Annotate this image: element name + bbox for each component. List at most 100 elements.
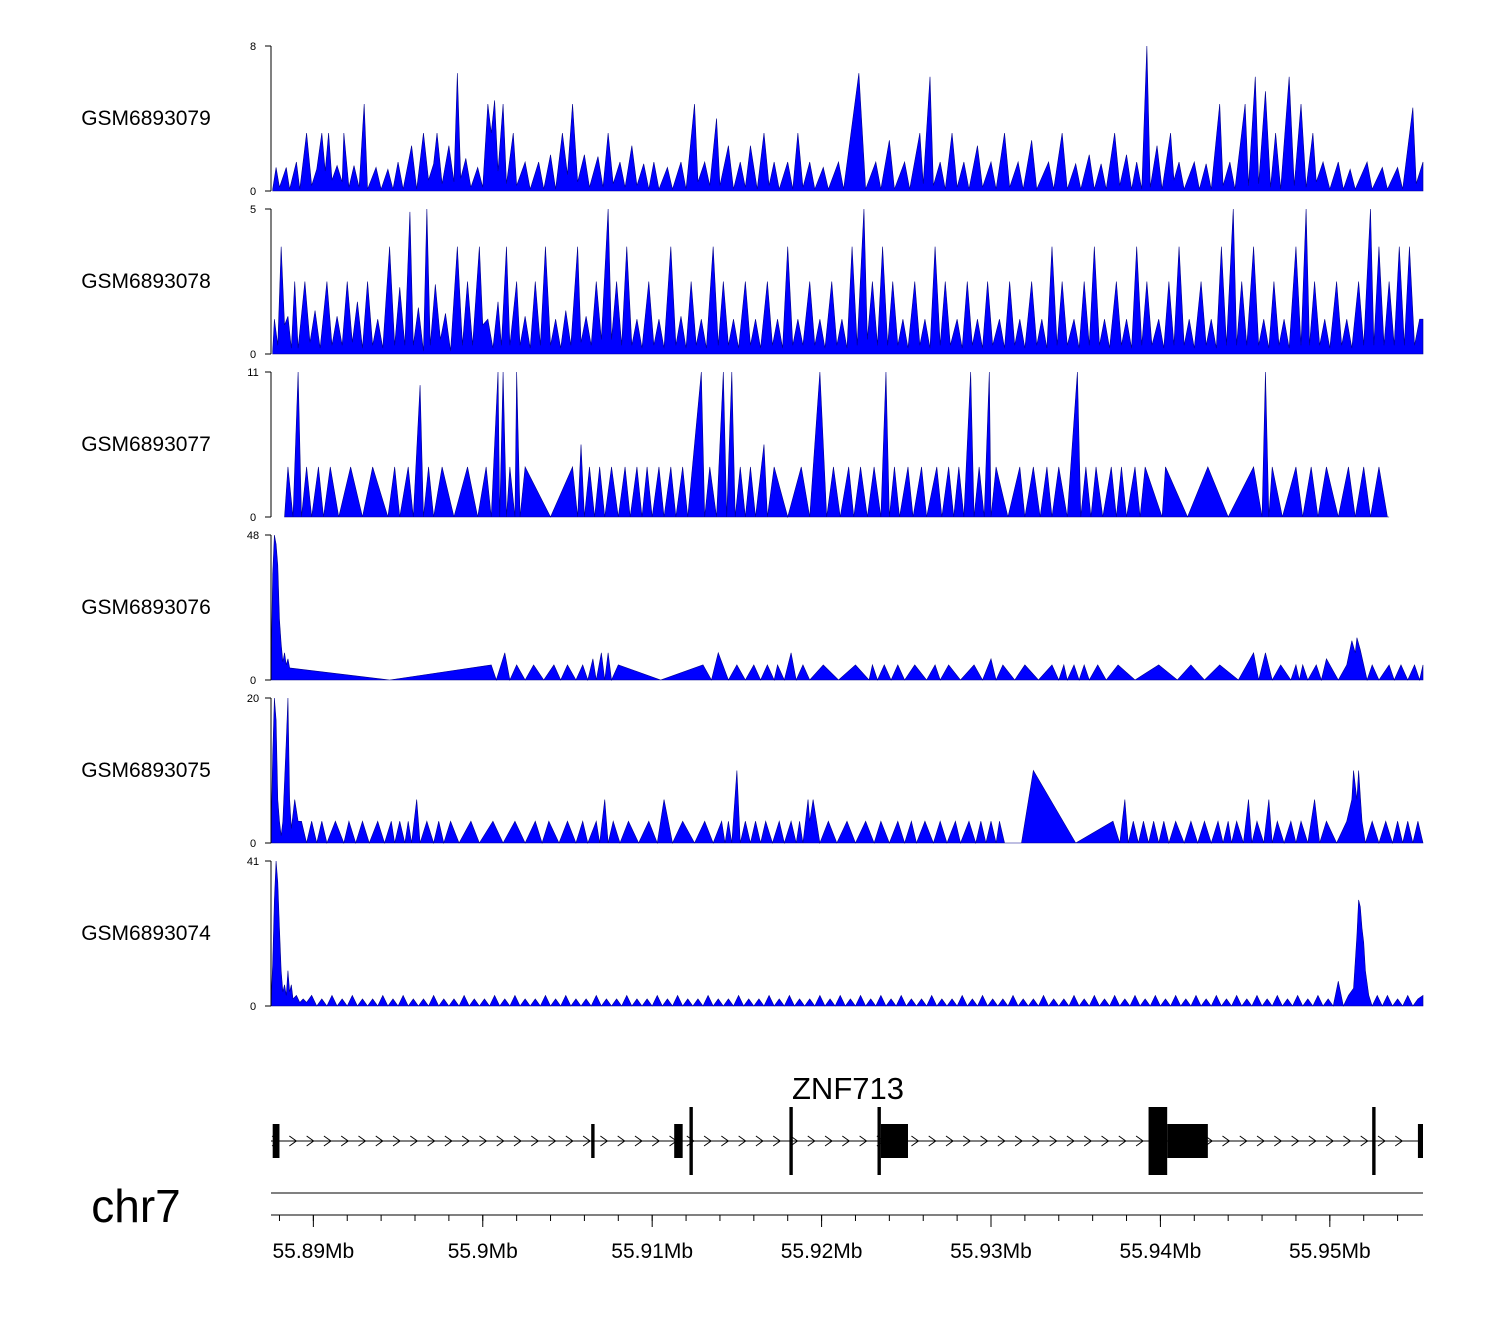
strand-arrow-icon — [600, 1135, 609, 1147]
strand-arrow-icon — [1239, 1135, 1248, 1147]
track-label: GSM6893077 — [81, 433, 211, 456]
strand-arrow-icon — [1101, 1135, 1110, 1147]
strand-arrow-icon — [755, 1135, 764, 1147]
strand-arrow-icon — [911, 1135, 920, 1147]
strand-arrow-icon — [738, 1135, 747, 1147]
strand-arrow-icon — [945, 1135, 954, 1147]
strand-arrow-icon — [842, 1135, 851, 1147]
coverage-track-GSM6893076: 48 0 GSM6893076 — [81, 530, 1424, 687]
y-max-label: 5 — [250, 204, 256, 216]
strand-arrow-icon — [617, 1135, 626, 1147]
exon-block[interactable] — [591, 1124, 595, 1158]
y-min-label: 0 — [250, 512, 256, 524]
strand-arrow-icon — [565, 1135, 574, 1147]
strand-arrow-icon — [1291, 1135, 1300, 1147]
x-tick-label: 55.91Mb — [611, 1240, 693, 1263]
exon-block[interactable] — [1417, 1124, 1423, 1158]
exon-block[interactable] — [272, 1124, 280, 1158]
strand-arrow-icon — [306, 1135, 315, 1147]
y-max-label: 11 — [247, 367, 258, 379]
x-tick-label: 55.93Mb — [950, 1240, 1032, 1263]
strand-arrow-icon — [634, 1135, 643, 1147]
coverage-area — [270, 534, 1424, 682]
x-tick-label: 55.94Mb — [1120, 1240, 1202, 1263]
exon-block[interactable] — [674, 1124, 683, 1158]
track-label: GSM6893078 — [81, 270, 211, 293]
strand-arrow-icon — [1377, 1135, 1386, 1147]
exon-block[interactable] — [1372, 1107, 1376, 1175]
strand-arrow-icon — [582, 1135, 591, 1147]
strand-arrow-icon — [427, 1135, 436, 1147]
strand-arrow-icon — [479, 1135, 488, 1147]
exon-block[interactable] — [880, 1124, 908, 1158]
strand-arrow-icon — [496, 1135, 505, 1147]
strand-arrow-icon — [1308, 1135, 1317, 1147]
strand-arrow-icon — [1066, 1135, 1075, 1147]
strand-arrow-icon — [807, 1135, 816, 1147]
strand-arrow-icon — [928, 1135, 937, 1147]
strand-arrow-icon — [997, 1135, 1006, 1147]
x-tick-label: 55.9Mb — [448, 1240, 518, 1263]
strand-arrow-icon — [1274, 1135, 1283, 1147]
strand-arrow-icon — [824, 1135, 833, 1147]
exon-block[interactable] — [877, 1107, 881, 1175]
strand-arrow-icon — [461, 1135, 471, 1147]
strand-arrow-icon — [1083, 1135, 1093, 1147]
strand-arrow-icon — [790, 1135, 799, 1147]
strand-arrow-icon — [323, 1135, 332, 1147]
strand-arrow-icon — [1325, 1135, 1335, 1147]
track-label: GSM6893076 — [81, 596, 211, 619]
y-max-label: 48 — [247, 530, 259, 542]
track-label: GSM6893075 — [81, 759, 211, 782]
track-label: GSM6893079 — [81, 107, 211, 130]
y-min-label: 0 — [250, 1001, 256, 1013]
strand-arrow-icon — [962, 1135, 972, 1147]
strand-arrow-icon — [721, 1135, 730, 1147]
strand-arrow-icon — [980, 1135, 989, 1147]
exon-block[interactable] — [1167, 1124, 1208, 1158]
y-min-label: 0 — [250, 838, 256, 850]
coverage-track-GSM6893078: 5 0 GSM6893078 — [81, 204, 1424, 361]
coverage-track-GSM6893074: 41 0 GSM6893074 — [81, 856, 1424, 1013]
strand-arrow-icon — [444, 1135, 453, 1147]
gene-annotation-track: ZNF713 — [271, 1071, 1423, 1175]
coverage-tracks: 8 0 GSM6893079 5 0 GSM6893078 11 0 GSM6893077 48 0… — [81, 41, 1424, 1013]
strand-arrow-icon — [859, 1135, 868, 1147]
strand-arrow-icon — [1360, 1135, 1369, 1147]
coverage-track-GSM6893077: 11 0 GSM6893077 — [81, 367, 1390, 524]
strand-arrow-icon — [703, 1135, 712, 1147]
coverage-area — [284, 371, 1390, 519]
strand-arrow-icon — [1014, 1135, 1023, 1147]
coverage-area — [270, 860, 1424, 1007]
strand-arrow-icon — [1394, 1135, 1404, 1147]
genome-coordinate-axis: chr7 55.89Mb 55.9Mb 55.91Mb 55.92Mb 55.93Mb 5… — [91, 1180, 1423, 1263]
strand-arrow-icon — [686, 1135, 695, 1147]
strand-arrow-icon — [1343, 1135, 1352, 1147]
y-max-label: 8 — [250, 41, 256, 53]
track-label: GSM6893074 — [81, 922, 211, 945]
x-tick-label: 55.89Mb — [272, 1240, 354, 1263]
strand-arrow-icon — [530, 1135, 540, 1147]
exon-block[interactable] — [689, 1107, 693, 1175]
strand-arrow-icon — [1135, 1135, 1144, 1147]
coverage-track-GSM6893079: 8 0 GSM6893079 — [81, 41, 1424, 198]
y-max-label: 20 — [247, 693, 259, 705]
coverage-track-GSM6893075: 20 0 GSM6893075 — [81, 693, 1424, 850]
y-min-label: 0 — [250, 186, 256, 198]
strand-arrow-icon — [1118, 1135, 1127, 1147]
strand-arrow-icon — [1032, 1135, 1041, 1147]
y-min-label: 0 — [250, 349, 256, 361]
x-tick-label: 55.92Mb — [781, 1240, 863, 1263]
chromosome-label: chr7 — [91, 1180, 180, 1232]
gene-name-label[interactable]: ZNF713 — [792, 1071, 904, 1106]
exon-block[interactable] — [789, 1107, 793, 1175]
strand-arrow-icon — [548, 1135, 557, 1147]
strand-arrow-icon — [340, 1135, 350, 1147]
strand-arrow-icon — [772, 1135, 782, 1147]
exon-block[interactable] — [1148, 1107, 1168, 1175]
coverage-area — [272, 208, 1424, 355]
coverage-area — [270, 697, 1424, 845]
y-max-label: 41 — [247, 856, 259, 868]
y-min-label: 0 — [250, 675, 256, 687]
strand-arrow-icon — [513, 1135, 522, 1147]
